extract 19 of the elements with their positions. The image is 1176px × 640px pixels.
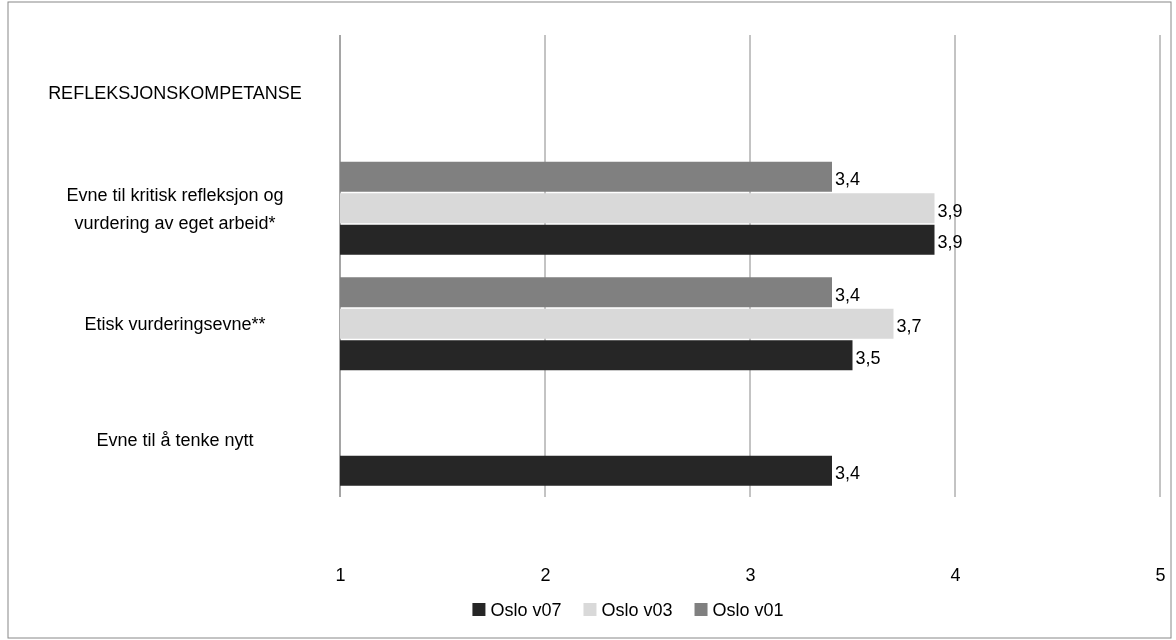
y-tick-label: Etisk vurderingsevne** [84,314,266,335]
x-tick-label: 3 [745,564,756,585]
data-label: 3,4 [835,169,861,190]
x-tick-label: 5 [1155,564,1166,585]
y-tick-label: REFLEKSJONSKOMPETANSE [48,83,302,104]
y-tick-label: Evne til kritisk refleksjon og vurdering av eget arbeid* [66,184,284,233]
data-label: 3,4 [835,463,861,484]
data-label: 3,5 [855,347,881,368]
data-label: 3,9 [937,200,963,221]
legend-label: Oslo v07 [490,600,562,621]
x-tick-label: 2 [540,564,551,585]
legend-label: Oslo v03 [601,600,673,621]
x-tick-label: 1 [335,564,346,585]
data-label: 3,4 [835,284,861,305]
legend-label: Oslo v01 [712,600,784,621]
data-label: 3,9 [937,232,963,253]
y-tick-label: Evne til å tenke nytt [96,429,254,450]
data-label: 3,7 [896,316,922,337]
x-tick-label: 4 [950,564,961,585]
